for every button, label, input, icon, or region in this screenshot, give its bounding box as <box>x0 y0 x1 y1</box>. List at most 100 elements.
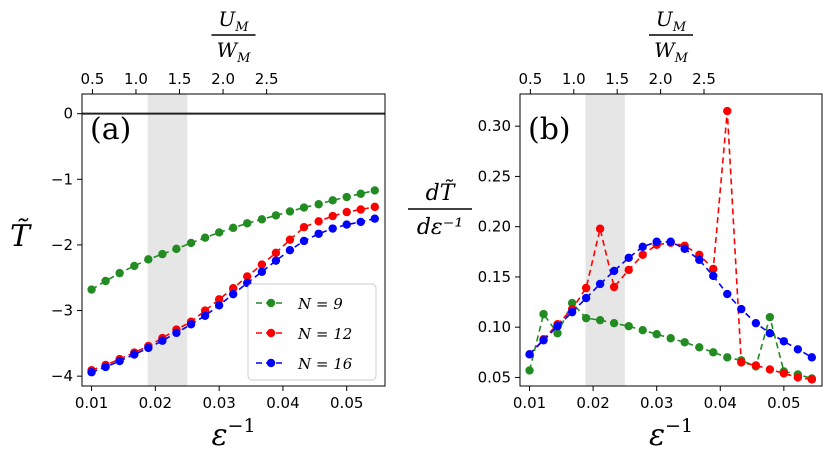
data-point-a-2 <box>101 362 110 372</box>
x-axis-label: ε−1 <box>649 415 693 453</box>
data-point-a-0 <box>87 285 96 294</box>
axes-frame-b <box>519 93 823 387</box>
data-point-a-2 <box>186 320 196 329</box>
data-point-a-1 <box>328 211 337 221</box>
x-axis-label-exponent: −1 <box>228 415 256 437</box>
data-point-b-0 <box>723 353 732 362</box>
data-point-b-0 <box>581 313 591 323</box>
top-axis-label-denominator: WM <box>654 38 689 66</box>
panel-a: 0.01 0.02 0.03 0.04 0.05 0 −1 −2 −3 −4 0.5 1.0 1.5 2.… <box>10 7 386 453</box>
data-point-a-0 <box>130 261 139 271</box>
legend-label: N = 9 <box>297 295 343 313</box>
panel-b: 0.01 0.02 0.03 0.04 0.05 0.05 0.10 0.15 0.20 0.25… <box>408 7 823 453</box>
data-point-a-2 <box>214 301 224 310</box>
data-point-b-0 <box>567 298 577 308</box>
data-point-b-1 <box>779 369 789 378</box>
data-point-b-2 <box>666 237 675 246</box>
data-point-a-0 <box>200 233 210 242</box>
data-point-a-0 <box>271 211 281 220</box>
x-tick-label: 0.01 <box>513 394 546 412</box>
top-tick-label: 0.5 <box>518 70 542 88</box>
data-point-a-2 <box>356 217 365 227</box>
data-point-b-2 <box>638 242 647 251</box>
data-point-a-0 <box>257 215 267 224</box>
data-point-b-0 <box>680 338 689 347</box>
data-point-a-2 <box>200 311 210 320</box>
data-point-b-1 <box>793 373 803 382</box>
data-point-b-1 <box>624 265 633 275</box>
data-point-a-1 <box>228 284 238 293</box>
data-point-b-0 <box>595 315 605 325</box>
data-point-b-1 <box>807 375 817 384</box>
data-point-a-2 <box>342 220 351 229</box>
x-tick-label: 0.03 <box>202 394 235 412</box>
y-axis-label-denominator: dε⁻¹ <box>417 215 463 240</box>
data-point-a-2 <box>158 336 167 345</box>
data-point-a-1 <box>342 207 351 217</box>
data-point-b-2 <box>793 345 803 354</box>
data-point-a-2 <box>314 229 323 238</box>
data-point-a-0 <box>370 186 379 195</box>
top-axis-label-denominator: WM <box>217 38 252 66</box>
top-tick-label: 1.0 <box>562 70 586 88</box>
top-tick-label: 2.0 <box>649 70 673 88</box>
y-axis-label: T̃ <box>10 219 32 254</box>
data-point-b-2 <box>539 336 548 345</box>
data-point-b-1 <box>609 282 619 292</box>
data-point-a-2 <box>271 256 281 265</box>
data-point-a-2 <box>257 267 267 277</box>
data-point-a-2 <box>130 350 139 359</box>
data-point-a-0 <box>299 203 309 212</box>
data-point-b-2 <box>624 253 633 263</box>
data-point-b-0 <box>525 366 534 375</box>
x-axis-label-exponent: −1 <box>665 415 693 437</box>
y-tick-label: 0.05 <box>478 368 511 386</box>
data-point-a-0 <box>144 255 153 264</box>
x-tick-label: 0.04 <box>266 394 299 412</box>
panel-label-a: (a) <box>90 112 131 147</box>
axes-frame-a <box>81 93 386 387</box>
legend-marker <box>266 358 276 368</box>
data-point-b-0 <box>609 318 619 328</box>
data-point-a-2 <box>328 224 337 233</box>
data-point-b-2 <box>680 244 689 253</box>
data-point-a-0 <box>314 200 323 209</box>
data-point-b-1 <box>595 224 605 233</box>
data-point-a-0 <box>115 268 124 278</box>
data-point-a-2 <box>87 368 96 377</box>
top-tick-label: 1.5 <box>168 70 192 88</box>
data-point-b-1 <box>723 106 732 116</box>
top-axis-label-numerator: UM <box>218 7 249 35</box>
top-tick-label: 1.0 <box>124 70 148 88</box>
legend-marker <box>266 328 276 338</box>
data-point-b-2 <box>709 271 718 281</box>
top-axis-label-denominator-sub: M <box>674 51 689 66</box>
data-point-b-1 <box>581 283 591 293</box>
top-axis-label-numerator: UM <box>656 7 687 35</box>
data-point-a-1 <box>243 272 252 281</box>
data-point-a-1 <box>285 235 295 244</box>
top-tick-label: 0.5 <box>80 70 104 88</box>
data-point-b-1 <box>709 264 718 274</box>
data-point-a-0 <box>342 192 351 202</box>
data-point-a-0 <box>101 276 110 286</box>
y-tick-label: −1 <box>51 170 73 188</box>
data-point-b-1 <box>751 361 761 370</box>
data-point-b-0 <box>666 334 675 343</box>
legend-marker <box>266 298 276 308</box>
x-tick-label: 0.05 <box>330 394 363 412</box>
data-point-b-0 <box>638 326 647 335</box>
data-point-b-0 <box>652 330 661 339</box>
data-point-a-0 <box>158 249 167 259</box>
legend-label: N = 16 <box>297 355 353 373</box>
data-point-a-0 <box>186 238 196 248</box>
data-point-a-1 <box>314 217 323 226</box>
legend-label: N = 12 <box>297 325 352 343</box>
data-point-b-0 <box>624 321 633 331</box>
data-point-a-0 <box>172 244 181 254</box>
x-tick-label: 0.01 <box>75 394 108 412</box>
data-point-b-2 <box>595 279 605 289</box>
data-point-b-2 <box>751 318 761 328</box>
data-point-a-2 <box>370 214 379 223</box>
